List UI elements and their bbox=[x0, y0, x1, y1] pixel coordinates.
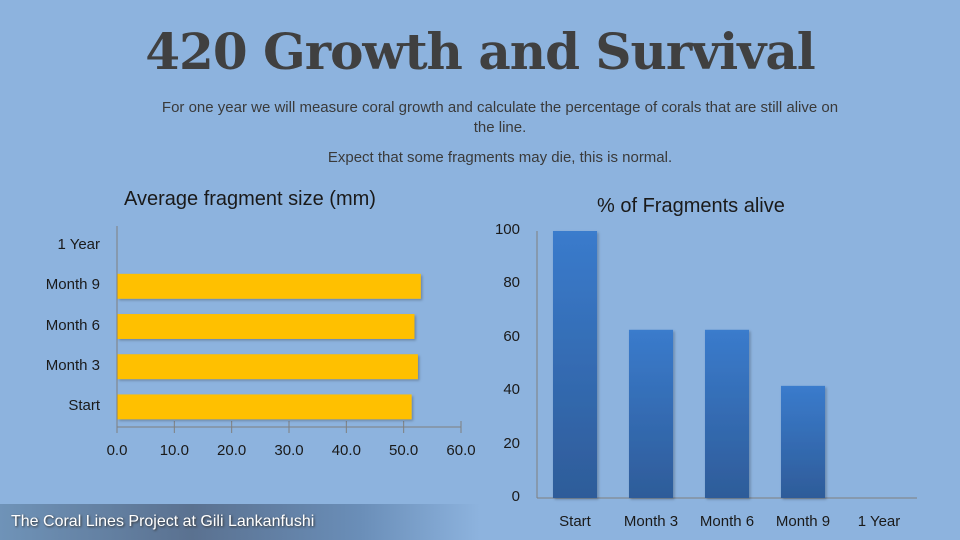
alive-x-category-label: Month 3 bbox=[623, 513, 679, 530]
slide-subtitle-line1: For one year we will measure coral growt… bbox=[161, 99, 839, 136]
size-x-tick-label: 40.0 bbox=[331, 442, 361, 459]
alive-y-tick-label: 0 bbox=[511, 488, 520, 505]
slide-subtitle-line2: Expect that some fragments may die, this… bbox=[327, 149, 673, 166]
size-x-tick-label: 60.0 bbox=[446, 442, 476, 459]
footer-text: The Coral Lines Project at Gili Lankanfu… bbox=[11, 513, 315, 530]
alive-y-tick-label: 20 bbox=[503, 434, 520, 452]
alive-x-category-label: Start bbox=[559, 513, 591, 530]
alive-bar bbox=[628, 329, 674, 498]
footer-bar: The Coral Lines Project at Gili Lankanfu… bbox=[0, 504, 480, 540]
size-x-tick-label: 30.0 bbox=[274, 442, 304, 459]
alive-x-category-label: 1 Year bbox=[857, 513, 901, 530]
alive-y-tick-label: 80 bbox=[503, 274, 520, 292]
alive-bar bbox=[552, 231, 598, 498]
size-y-category-label: Month 3 bbox=[45, 356, 100, 374]
size-x-tick-label: 10.0 bbox=[159, 442, 189, 459]
size-bar bbox=[117, 314, 415, 339]
size-y-category-label: Month 6 bbox=[45, 316, 100, 334]
alive-x-category-label: Month 6 bbox=[699, 513, 755, 530]
size-x-tick-label: 20.0 bbox=[217, 442, 247, 459]
size-y-category-label: 1 Year bbox=[57, 236, 100, 254]
slide-title: 420 Growth and Survival bbox=[145, 22, 815, 81]
alive-bar bbox=[780, 385, 826, 498]
size-y-category-label: Month 9 bbox=[45, 276, 100, 294]
size-bar bbox=[117, 273, 421, 299]
size-chart-title: Average fragment size (mm) bbox=[124, 188, 376, 210]
alive-y-tick-label: 60 bbox=[503, 327, 520, 345]
alive-y-tick-label: 100 bbox=[494, 221, 520, 238]
alive-y-tick-label: 40 bbox=[503, 381, 520, 399]
alive-chart-title: % of Fragments alive bbox=[597, 195, 785, 217]
size-x-tick-label: 0.0 bbox=[106, 442, 128, 459]
size-chart bbox=[116, 226, 462, 433]
alive-bar bbox=[704, 329, 750, 498]
size-bar bbox=[117, 394, 412, 420]
alive-x-category-label: Month 9 bbox=[775, 513, 831, 530]
alive-chart bbox=[536, 231, 917, 499]
size-y-category-label: Start bbox=[68, 396, 100, 414]
size-x-tick-label: 50.0 bbox=[389, 442, 419, 459]
size-bar bbox=[117, 354, 418, 380]
